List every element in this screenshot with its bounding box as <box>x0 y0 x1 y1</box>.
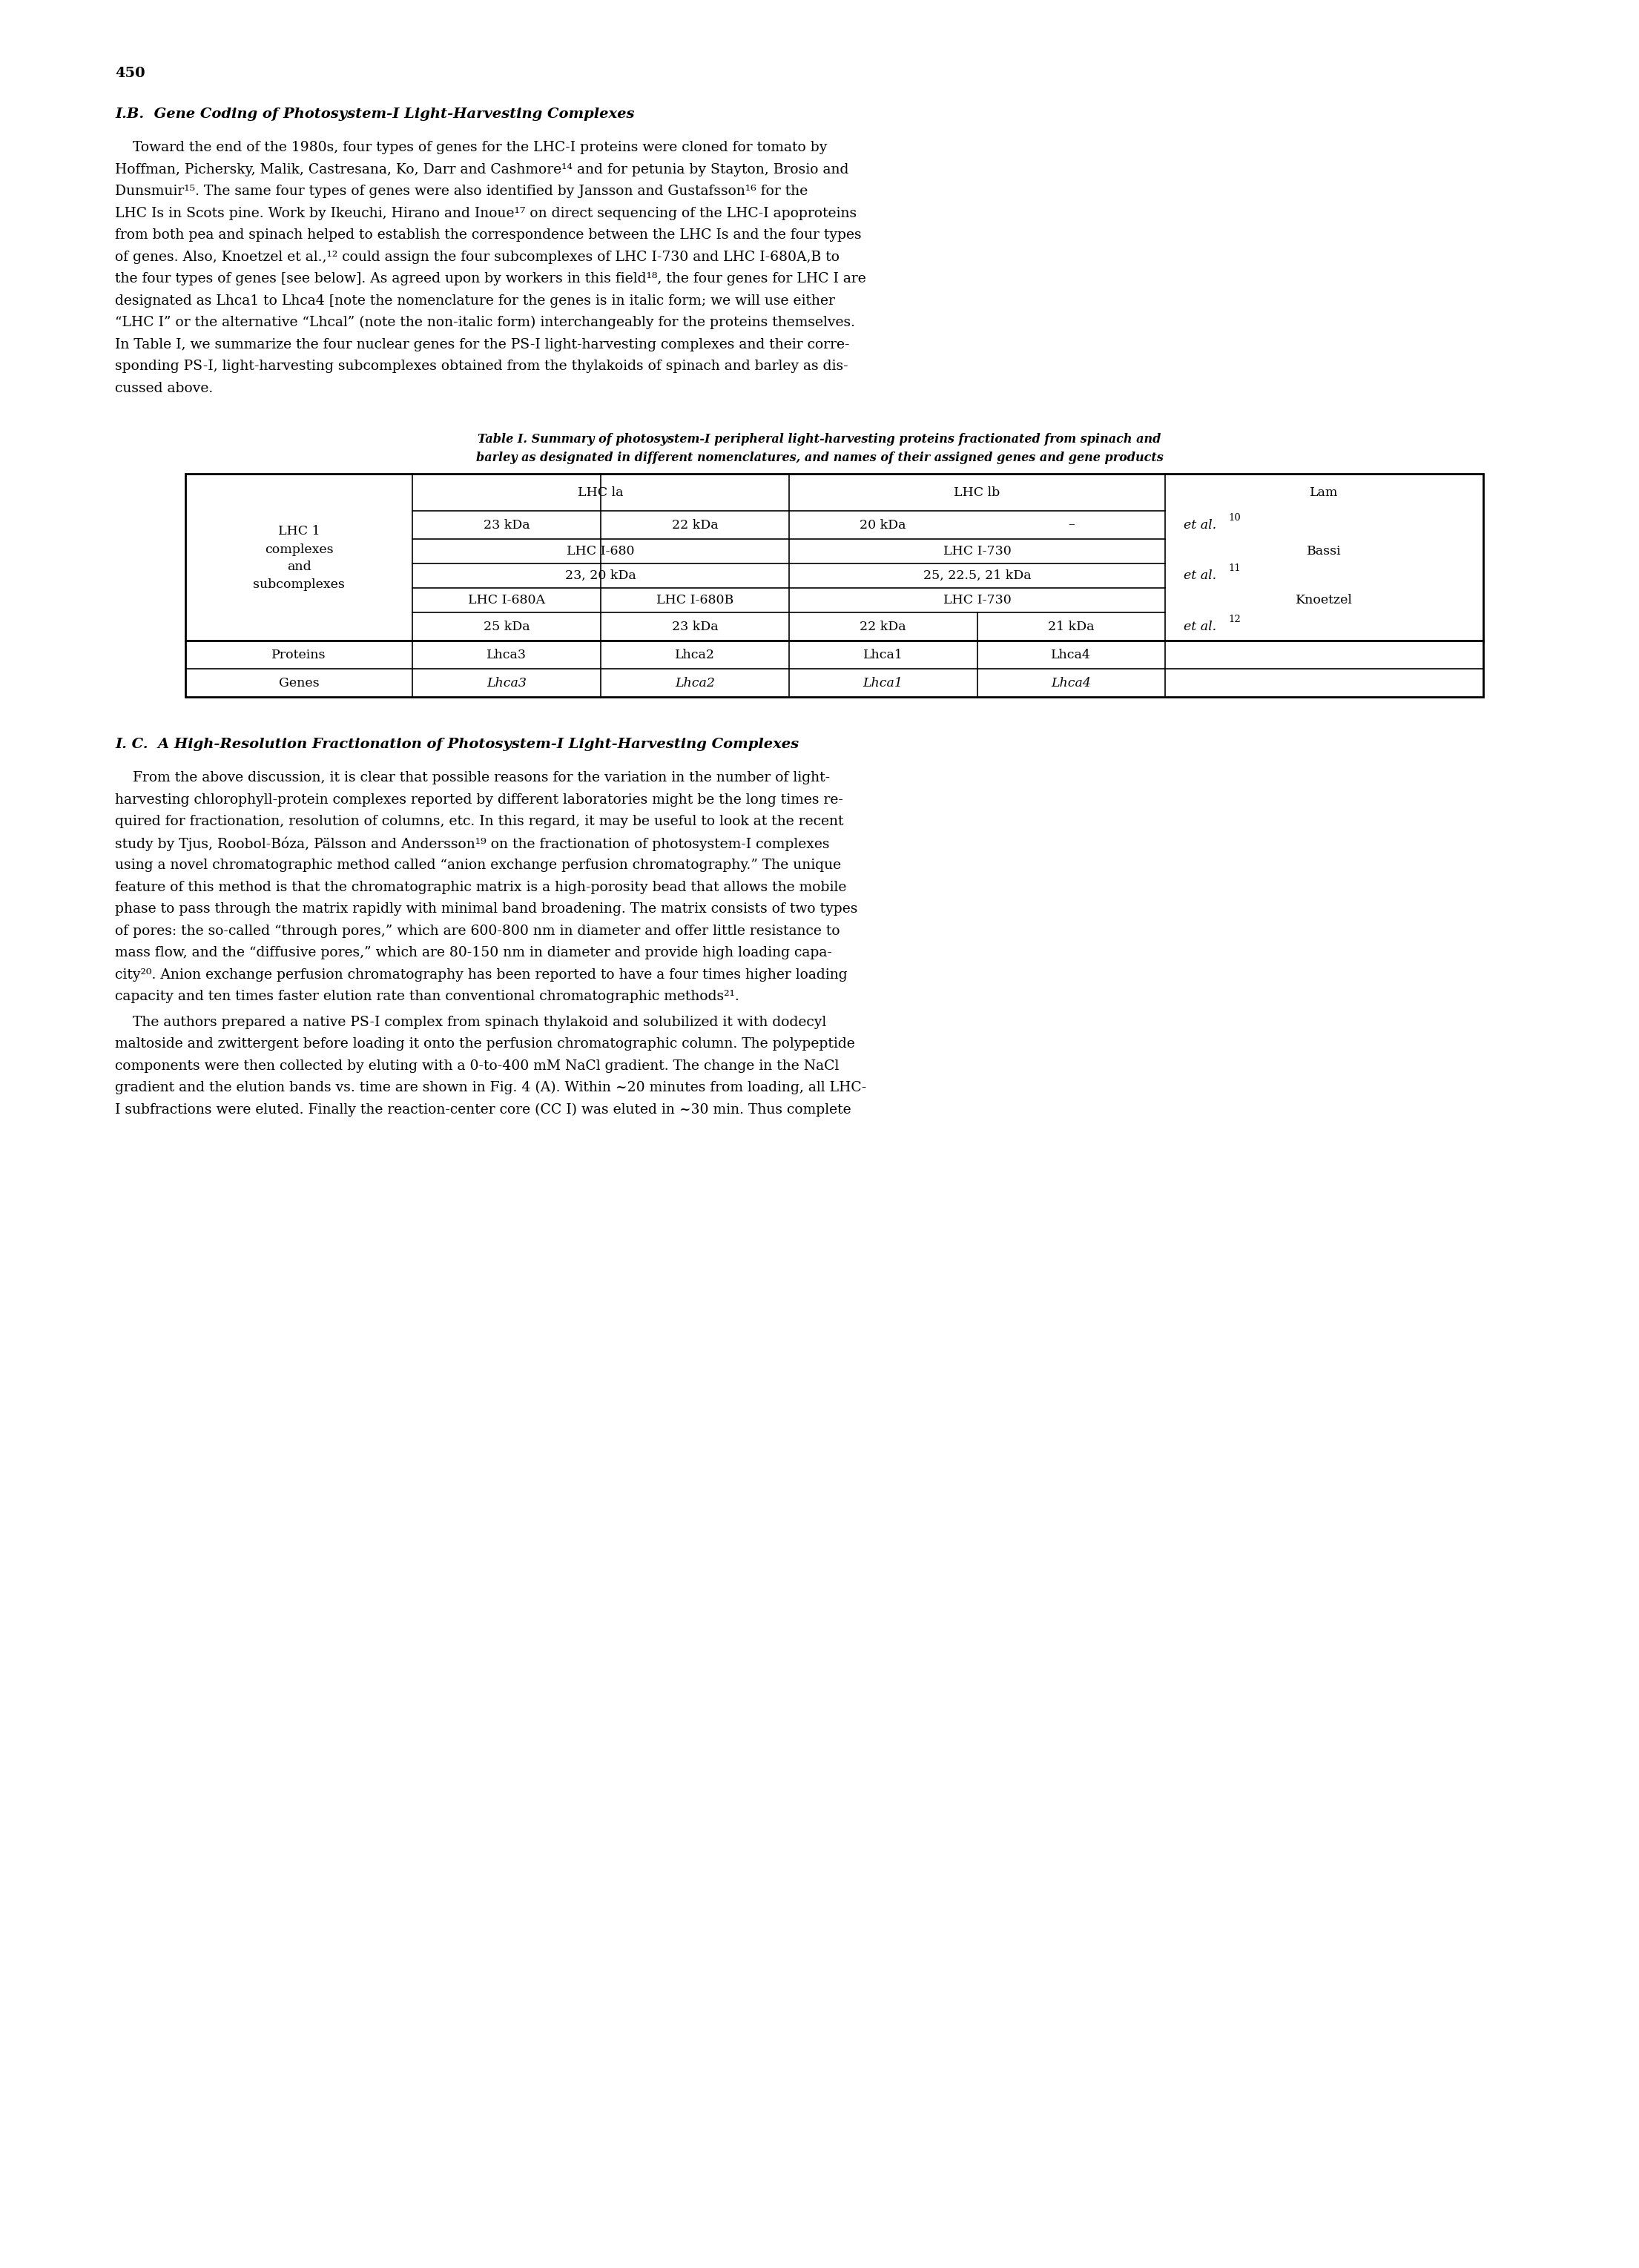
Text: LHC I-730: LHC I-730 <box>942 594 1011 606</box>
Text: 23, 20 kDa: 23, 20 kDa <box>565 569 636 583</box>
Text: the four types of genes [see below]. As agreed upon by workers in this field¹⁸, : the four types of genes [see below]. As … <box>115 272 865 286</box>
Text: sponding PS-I, light-harvesting subcomplexes obtained from the thylakoids of spi: sponding PS-I, light-harvesting subcompl… <box>115 361 847 372</box>
Text: “LHC I” or the alternative “Lhcal” (note the non-italic form) interchangeably fo: “LHC I” or the alternative “Lhcal” (note… <box>115 315 856 329</box>
Text: LHC I-730: LHC I-730 <box>942 544 1011 558</box>
Text: LHC Is in Scots pine. Work by Ikeuchi, Hirano and Inoue¹⁷ on direct sequencing o: LHC Is in Scots pine. Work by Ikeuchi, H… <box>115 206 857 220</box>
Text: Lhca4: Lhca4 <box>1051 649 1092 660</box>
Text: harvesting chlorophyll-protein complexes reported by different laboratories migh: harvesting chlorophyll-protein complexes… <box>115 794 842 807</box>
Text: 21 kDa: 21 kDa <box>1047 619 1095 633</box>
Text: Lhca2: Lhca2 <box>675 649 715 660</box>
Text: In Table I, we summarize the four nuclear genes for the PS-I light-harvesting co: In Table I, we summarize the four nuclea… <box>115 338 849 352</box>
Text: et al.: et al. <box>1183 519 1216 531</box>
Text: designated as Lhca1 to Lhca4 [note the nomenclature for the genes is in italic f: designated as Lhca1 to Lhca4 [note the n… <box>115 295 834 308</box>
Text: I. C.  A High-Resolution Fractionation of Photosystem-I Light-Harvesting Complex: I. C. A High-Resolution Fractionation of… <box>115 737 798 751</box>
Text: Lhca3: Lhca3 <box>487 676 526 689</box>
Text: study by Tjus, Roobol-Bóza, Pälsson and Andersson¹⁹ on the fractionation of phot: study by Tjus, Roobol-Bóza, Pälsson and … <box>115 837 829 851</box>
Text: 25 kDa: 25 kDa <box>484 619 529 633</box>
Text: 11: 11 <box>1228 562 1241 574</box>
Text: Knoetzel: Knoetzel <box>1296 594 1352 606</box>
Text: from both pea and spinach helped to establish the correspondence between the LHC: from both pea and spinach helped to esta… <box>115 229 862 243</box>
Text: LHC 1: LHC 1 <box>279 524 320 538</box>
Text: components were then collected by eluting with a 0-to-400 mM NaCl gradient. The : components were then collected by elutin… <box>115 1059 839 1073</box>
Text: LHC lb: LHC lb <box>954 485 1000 499</box>
Text: 25, 22.5, 21 kDa: 25, 22.5, 21 kDa <box>923 569 1031 583</box>
Text: 23 kDa: 23 kDa <box>672 619 718 633</box>
Text: et al.: et al. <box>1183 619 1216 633</box>
Text: 450: 450 <box>115 66 146 79</box>
Text: 10: 10 <box>1228 513 1241 522</box>
Text: maltoside and zwittergent before loading it onto the perfusion chromatographic c: maltoside and zwittergent before loading… <box>115 1036 856 1050</box>
Text: Bassi: Bassi <box>1306 544 1342 558</box>
Text: feature of this method is that the chromatographic matrix is a high-porosity bea: feature of this method is that the chrom… <box>115 880 846 894</box>
Text: cussed above.: cussed above. <box>115 381 213 395</box>
Text: 20 kDa: 20 kDa <box>860 519 906 531</box>
Text: Lhca1: Lhca1 <box>864 649 903 660</box>
Text: capacity and ten times faster elution rate than conventional chromatographic met: capacity and ten times faster elution ra… <box>115 989 739 1002</box>
Text: et al.: et al. <box>1183 569 1216 583</box>
Text: of pores: the so-called “through pores,” which are 600-800 nm in diameter and of: of pores: the so-called “through pores,”… <box>115 923 841 937</box>
Text: I.B.  Gene Coding of Photosystem-I Light-Harvesting Complexes: I.B. Gene Coding of Photosystem-I Light-… <box>115 107 634 120</box>
Text: Dunsmuir¹⁵. The same four types of genes were also identified by Jansson and Gus: Dunsmuir¹⁵. The same four types of genes… <box>115 184 808 197</box>
Text: Lhca3: Lhca3 <box>487 649 526 660</box>
Text: Genes: Genes <box>279 676 320 689</box>
Text: complexes: complexes <box>264 544 333 556</box>
Text: gradient and the elution bands vs. time are shown in Fig. 4 (A). Within ~20 minu: gradient and the elution bands vs. time … <box>115 1082 867 1095</box>
Text: The authors prepared a native PS-I complex from spinach thylakoid and solubilize: The authors prepared a native PS-I compl… <box>115 1016 826 1030</box>
Text: city²⁰. Anion exchange perfusion chromatography has been reported to have a four: city²⁰. Anion exchange perfusion chromat… <box>115 968 847 982</box>
Text: mass flow, and the “diffusive pores,” which are 80-150 nm in diameter and provid: mass flow, and the “diffusive pores,” wh… <box>115 946 833 959</box>
Text: 22 kDa: 22 kDa <box>860 619 906 633</box>
Text: Proteins: Proteins <box>272 649 326 660</box>
Text: Lhca2: Lhca2 <box>675 676 715 689</box>
Bar <box>185 474 1483 696</box>
Text: –: – <box>1069 519 1075 531</box>
Text: subcomplexes: subcomplexes <box>252 578 344 592</box>
Text: LHC la: LHC la <box>579 485 623 499</box>
Text: Toward the end of the 1980s, four types of genes for the LHC-I proteins were clo: Toward the end of the 1980s, four types … <box>115 141 828 154</box>
Text: LHC I-680A: LHC I-680A <box>469 594 546 606</box>
Text: Lhca1: Lhca1 <box>864 676 903 689</box>
Text: Lhca4: Lhca4 <box>1051 676 1092 689</box>
Text: Lam: Lam <box>1310 485 1339 499</box>
Text: and: and <box>287 560 311 574</box>
Text: phase to pass through the matrix rapidly with minimal band broadening. The matri: phase to pass through the matrix rapidly… <box>115 903 857 916</box>
Text: 23 kDa: 23 kDa <box>484 519 529 531</box>
Text: quired for fractionation, resolution of columns, etc. In this regard, it may be : quired for fractionation, resolution of … <box>115 814 844 828</box>
Text: LHC I-680B: LHC I-680B <box>656 594 734 606</box>
Text: I subfractions were eluted. Finally the reaction-center core (CC I) was eluted i: I subfractions were eluted. Finally the … <box>115 1102 851 1116</box>
Text: Hoffman, Pichersky, Malik, Castresana, Ko, Darr and Cashmore¹⁴ and for petunia b: Hoffman, Pichersky, Malik, Castresana, K… <box>115 163 849 177</box>
Text: barley as designated in different nomenclatures, and names of their assigned gen: barley as designated in different nomenc… <box>475 451 1164 465</box>
Text: of genes. Also, Knoetzel et al.,¹² could assign the four subcomplexes of LHC I-7: of genes. Also, Knoetzel et al.,¹² could… <box>115 249 839 263</box>
Text: 22 kDa: 22 kDa <box>672 519 718 531</box>
Text: From the above discussion, it is clear that possible reasons for the variation i: From the above discussion, it is clear t… <box>115 771 829 785</box>
Text: using a novel chromatographic method called “anion exchange perfusion chromatogr: using a novel chromatographic method cal… <box>115 860 841 871</box>
Text: LHC I-680: LHC I-680 <box>567 544 634 558</box>
Text: Table I. Summary of photosystem-I peripheral light-harvesting proteins fractiona: Table I. Summary of photosystem-I periph… <box>479 433 1160 445</box>
Text: 12: 12 <box>1228 615 1241 624</box>
